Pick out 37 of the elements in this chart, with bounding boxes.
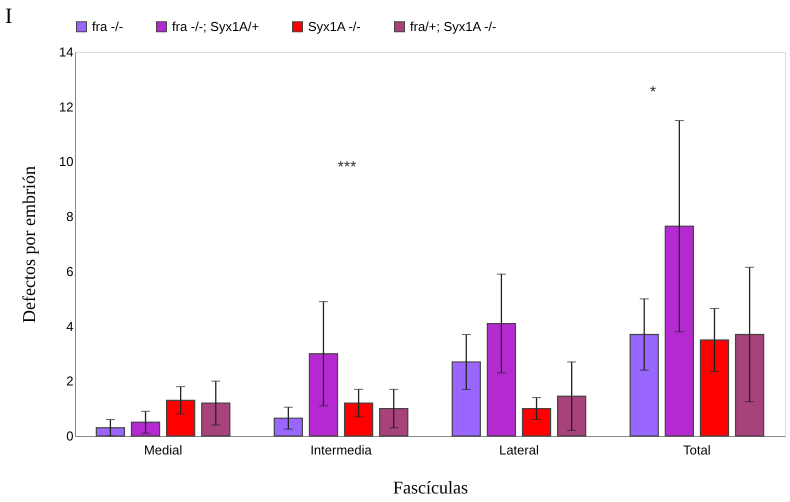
y-axis-title: Defectos por embrión [19,166,40,323]
y-tick-label: 4 [66,318,74,334]
y-tick-label: 0 [66,428,74,444]
legend-label: fra -/- [92,18,124,34]
y-tick-label: 14 [59,44,74,60]
text: I [5,3,12,28]
y-tick-label: 10 [59,154,74,170]
bar [96,427,126,437]
annotation: *** [338,159,356,176]
legend-label: fra -/-; Syx1A/+ [172,18,260,34]
bar [664,226,694,437]
y-tick-label: 2 [66,374,74,389]
bar [557,396,586,437]
bar [452,361,481,437]
annotation: * [650,84,656,101]
bar [379,408,408,437]
bar [486,322,516,437]
x-tick-label: Medial [144,442,182,458]
legend-label: fra/+; Syx1A -/- [410,18,496,34]
y-tick-label: 12 [59,99,74,114]
bar [630,334,659,437]
bar [166,400,196,437]
y-tick-label: 8 [66,209,74,224]
legend-label: Syx1A -/- [308,18,361,34]
bar [522,408,552,437]
x-tick-label: Lateral [499,442,539,458]
x-tick-label: Intermedia [310,442,373,458]
bar [344,402,374,437]
x-tick-label: Total [683,442,711,458]
bar [734,334,764,437]
bar [130,422,160,437]
bar [201,402,230,437]
bar [274,418,303,437]
x-axis-title: Fascículas [393,478,468,498]
bar [308,353,338,437]
bar [700,339,730,437]
y-tick-label: 6 [66,264,74,279]
